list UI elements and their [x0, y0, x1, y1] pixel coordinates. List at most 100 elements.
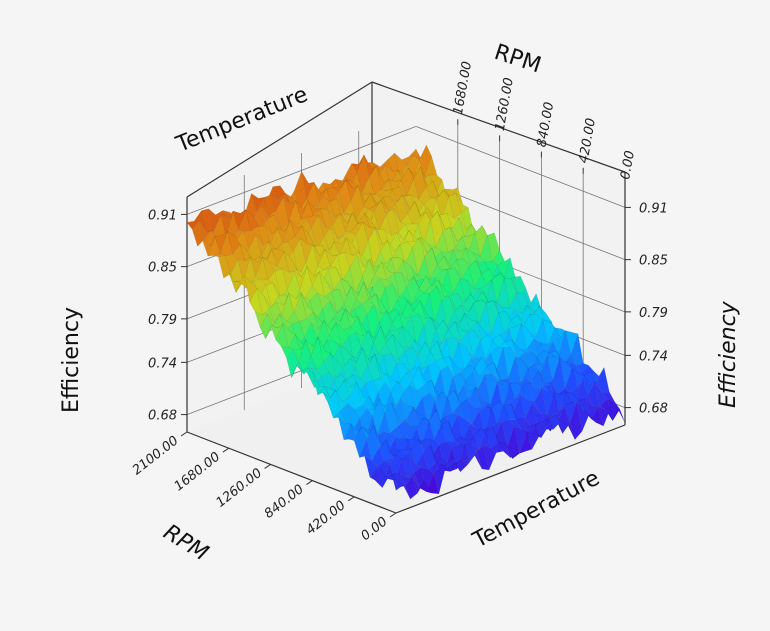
surface-patch [400, 344, 413, 352]
surface-patch [540, 417, 554, 438]
surface-patch [355, 330, 369, 348]
surface-patch [301, 293, 314, 320]
surface-patch [459, 399, 473, 425]
surface-patch [430, 340, 443, 362]
surface-patch [418, 211, 431, 246]
surface-patch [512, 451, 525, 459]
surface-patch [569, 402, 583, 440]
surface-patch [354, 304, 368, 331]
surface-patch [590, 406, 604, 427]
surface-patch [425, 317, 439, 334]
efficiency-tick-right: 0.85 [639, 254, 668, 269]
rpm-tickmark [347, 496, 355, 502]
surface-patch [521, 323, 534, 350]
surface-patch [447, 457, 461, 472]
surface-patch [250, 256, 263, 277]
surface-patch [321, 371, 335, 400]
surface-patch [435, 231, 449, 253]
surface-patch [193, 210, 207, 233]
surface-patch [514, 387, 528, 401]
surface-patch [214, 231, 228, 254]
surface-patch [533, 429, 547, 438]
surface-patch [336, 198, 350, 216]
surface-patch [301, 367, 315, 388]
efficiency-tick-right: 0.79 [639, 306, 668, 321]
efficiency-tick-left: 0.68 [148, 409, 177, 424]
surface-patch [530, 313, 543, 338]
surface-patch [366, 399, 380, 417]
surface-patch [406, 276, 420, 305]
surface-patch [373, 199, 387, 232]
rpm-tick-front: 1680.00 [172, 450, 224, 495]
surface-patch [575, 363, 589, 374]
surface-patch [475, 291, 489, 303]
surface-patch [390, 470, 404, 491]
surface-patch [338, 416, 352, 441]
rpm-axis-label-top: RPM [491, 40, 544, 78]
rpm-tick-front: 420.00 [304, 498, 349, 538]
surface-patch [245, 209, 259, 232]
surface-patch [478, 431, 492, 450]
surface-patch [202, 236, 216, 257]
surface-patch [523, 293, 537, 308]
rpm-tick-front: 840.00 [262, 482, 307, 522]
surface-patch [345, 309, 359, 328]
surface-patch [418, 275, 432, 294]
top-edge-left [186, 81, 373, 198]
surface-patch [433, 464, 447, 494]
surface-patch [192, 220, 205, 247]
efficiency-tick-left: 0.74 [148, 356, 177, 371]
surface-patch [392, 472, 406, 488]
surface-patch [453, 336, 467, 349]
surface-patch [330, 227, 344, 247]
surface-patch [446, 440, 460, 448]
surface-patch [404, 475, 418, 500]
surface-patch [364, 455, 378, 478]
surface-patch [547, 356, 560, 382]
surface-patch [376, 165, 389, 190]
efficiency-tick-left: 0.91 [148, 208, 177, 223]
surface-patch [412, 237, 425, 277]
floor-edge-right [395, 424, 626, 514]
surface-patch [559, 392, 572, 411]
surface-patch [367, 353, 381, 381]
surface-patch [587, 381, 601, 407]
floor-edge-left [186, 431, 397, 514]
surface-patch [344, 212, 358, 233]
surface-patch [276, 251, 290, 273]
efficiency-tick-right: 0.74 [639, 349, 668, 364]
efficiency-axis-label-left: Efficiency [59, 307, 84, 413]
surface-patch [426, 472, 440, 495]
surface-patch [472, 372, 486, 391]
surface-patch [452, 278, 466, 303]
surface-patch [472, 339, 486, 360]
surface-patch [502, 347, 516, 379]
rpm-tick-front: 1260.00 [213, 466, 265, 511]
surface-patch [497, 442, 511, 458]
surface-patch [492, 334, 506, 348]
surface-patch [380, 468, 393, 479]
surface-patch [359, 438, 373, 462]
surface-patch [305, 215, 319, 229]
top-edge-right [371, 81, 626, 173]
efficiency-tick-right: 0.68 [639, 402, 668, 417]
efficiency-tick-left: 0.85 [148, 261, 177, 276]
surface-patch [329, 322, 342, 347]
rpm-tick-back: 1680.00 [451, 60, 475, 116]
surface-patch [526, 304, 540, 317]
surface-patch [414, 237, 427, 253]
surface-patch [325, 225, 339, 240]
rpm-tick-back: 840.00 [535, 101, 558, 148]
surface-patch [498, 311, 511, 334]
rpm-tick-back: 0.00 [618, 150, 638, 181]
efficiency-tick-left: 0.79 [148, 313, 177, 328]
surface-patch [276, 293, 289, 316]
rpm-tick-back: 1260.00 [493, 77, 517, 133]
surface-patch [398, 350, 411, 374]
surface-patch [457, 293, 471, 306]
surface-patch [312, 271, 325, 297]
surface-patch [306, 311, 320, 330]
surface-patch [443, 295, 457, 314]
rpm-tickmark [264, 463, 271, 469]
